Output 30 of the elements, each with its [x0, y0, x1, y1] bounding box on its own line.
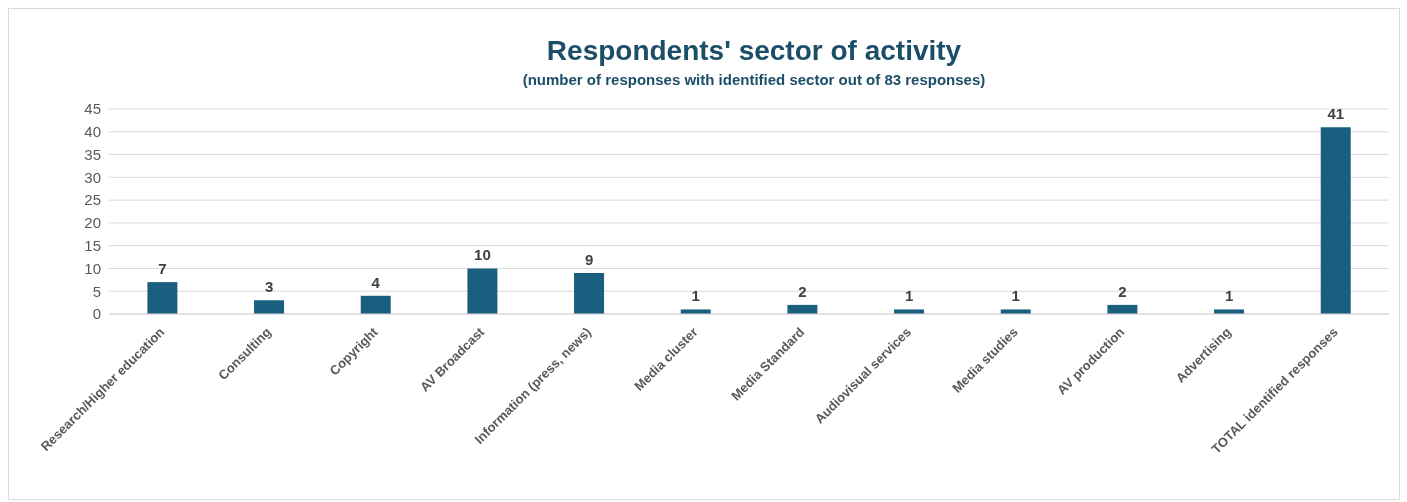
bar [1320, 127, 1351, 314]
data-label: 4 [371, 273, 381, 291]
y-tick-label: 5 [92, 282, 101, 300]
chart-subtitle: (number of responses with identified sector out of 83 responses) [521, 71, 987, 88]
data-label: 3 [264, 278, 274, 296]
data-label: 1 [904, 287, 914, 305]
y-tick-label: 25 [84, 191, 101, 209]
data-label: 7 [158, 260, 167, 278]
data-label: 10 [474, 246, 491, 264]
y-tick-label: 30 [84, 168, 101, 186]
y-tick-label: 10 [84, 259, 101, 277]
bar [147, 282, 178, 314]
y-tick-label: 45 [84, 100, 101, 118]
y-tick-label: 35 [84, 145, 101, 163]
data-label: 41 [1327, 105, 1345, 123]
data-label: 1 [1224, 287, 1234, 305]
bar [254, 300, 285, 314]
data-label: 1 [691, 287, 700, 305]
bar [574, 273, 605, 314]
y-tick-label: 0 [92, 305, 101, 323]
data-label: 2 [1118, 282, 1127, 300]
data-label: 2 [798, 282, 807, 300]
bar [360, 295, 391, 314]
y-tick-label: 20 [84, 214, 101, 232]
chart-title: Respondents' sector of activity [545, 35, 963, 67]
data-label: 1 [1011, 287, 1020, 305]
data-label: 9 [584, 251, 594, 268]
bar [467, 268, 498, 314]
y-tick-label: 15 [84, 236, 101, 254]
y-tick-label: 40 [84, 123, 101, 141]
